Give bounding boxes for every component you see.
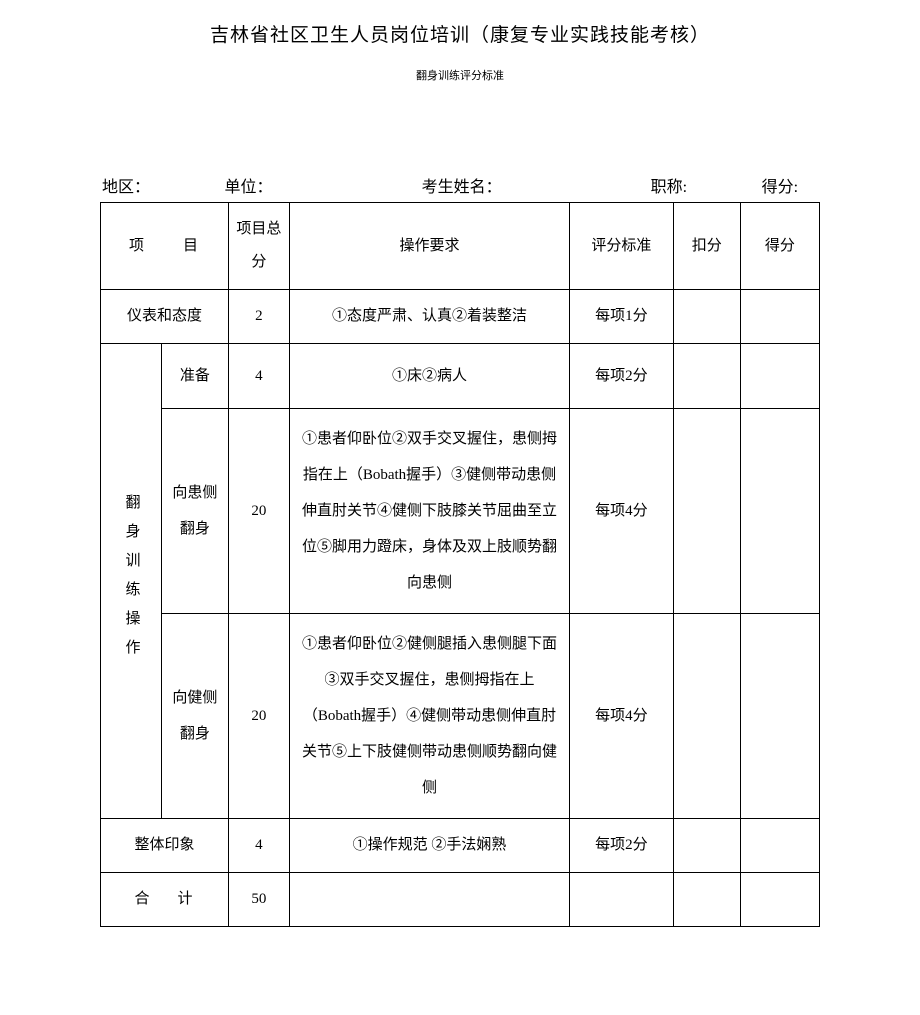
- req-cell: ①床②病人: [289, 344, 569, 409]
- table-row: 向健侧翻身 20 ①患者仰卧位②健侧腿插入患侧腿下面③双手交叉握住，患侧拇指在上…: [101, 614, 820, 819]
- header-get-score: 得分: [740, 203, 819, 290]
- sub-item-cell: 向患侧翻身: [161, 409, 228, 614]
- scoring-table: 项 目 项目总分 操作要求 评分标准 扣分 得分 仪表和态度 2 ①态度严肃、认…: [100, 202, 820, 927]
- subtitle: 翻身训练评分标准: [100, 67, 820, 83]
- req-cell: ①态度严肃、认真②着装整洁: [289, 290, 569, 344]
- total-label-cell: 合计: [101, 873, 229, 927]
- score-cell: 2: [228, 290, 289, 344]
- get-cell: [740, 819, 819, 873]
- score-cell: 4: [228, 344, 289, 409]
- get-cell: [740, 290, 819, 344]
- get-cell: [740, 614, 819, 819]
- get-cell: [740, 409, 819, 614]
- std-cell: 每项1分: [570, 290, 674, 344]
- deduct-cell: [673, 409, 740, 614]
- std-cell: 每项2分: [570, 819, 674, 873]
- item-cell: 仪表和态度: [101, 290, 229, 344]
- score-cell: 4: [228, 819, 289, 873]
- deduct-cell: [673, 614, 740, 819]
- header-standard: 评分标准: [570, 203, 674, 290]
- req-cell: ①操作规范 ②手法娴熟: [289, 819, 569, 873]
- header-deduct: 扣分: [673, 203, 740, 290]
- empty-cell: [740, 873, 819, 927]
- score-cell: 20: [228, 614, 289, 819]
- std-cell: 每项4分: [570, 614, 674, 819]
- score-cell: 20: [228, 409, 289, 614]
- std-cell: 每项2分: [570, 344, 674, 409]
- header-item: 项 目: [101, 203, 229, 290]
- total-score-cell: 50: [228, 873, 289, 927]
- deduct-cell: [673, 344, 740, 409]
- req-cell: ①患者仰卧位②健侧腿插入患侧腿下面③双手交叉握住，患侧拇指在上（Bobath握手…: [289, 614, 569, 819]
- empty-cell: [673, 873, 740, 927]
- sub-item-cell: 向健侧翻身: [161, 614, 228, 819]
- empty-cell: [570, 873, 674, 927]
- table-row: 翻身训练操作 准备 4 ①床②病人 每项2分: [101, 344, 820, 409]
- table-row: 仪表和态度 2 ①态度严肃、认真②着装整洁 每项1分: [101, 290, 820, 344]
- deduct-cell: [673, 819, 740, 873]
- item-cell: 整体印象: [101, 819, 229, 873]
- get-cell: [740, 344, 819, 409]
- req-cell: ①患者仰卧位②双手交叉握住，患侧拇指在上（Bobath握手）③健侧带动患侧伸直肘…: [289, 409, 569, 614]
- std-cell: 每项4分: [570, 409, 674, 614]
- main-title: 吉林省社区卫生人员岗位培训（康复专业实践技能考核）: [100, 20, 820, 47]
- table-row: 整体印象 4 ①操作规范 ②手法娴熟 每项2分: [101, 819, 820, 873]
- header-row: 项 目 项目总分 操作要求 评分标准 扣分 得分: [101, 203, 820, 290]
- table-row: 向患侧翻身 20 ①患者仰卧位②双手交叉握住，患侧拇指在上（Bobath握手）③…: [101, 409, 820, 614]
- group-label-cell: 翻身训练操作: [101, 344, 162, 819]
- header-requirement: 操作要求: [289, 203, 569, 290]
- name-label: 考生姓名：: [422, 173, 502, 197]
- region-label: 地区：: [102, 173, 150, 197]
- unit-label: 单位：: [225, 173, 273, 197]
- score-label: 得分:: [762, 173, 798, 197]
- title-label: 职称:: [651, 173, 687, 197]
- empty-cell: [289, 873, 569, 927]
- deduct-cell: [673, 290, 740, 344]
- header-item-score: 项目总分: [228, 203, 289, 290]
- total-row: 合计 50: [101, 873, 820, 927]
- info-row: 地区： 单位： 考生姓名： 职称: 得分:: [100, 173, 820, 197]
- sub-item-cell: 准备: [161, 344, 228, 409]
